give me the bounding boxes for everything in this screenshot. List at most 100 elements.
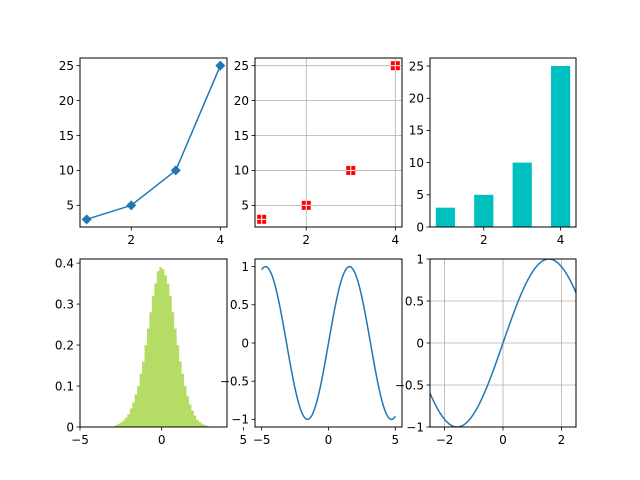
histogram-bar [146, 328, 150, 427]
histogram-bar [122, 420, 126, 427]
x-tick-label: 4 [557, 233, 565, 247]
histogram-bar [169, 295, 172, 427]
x-tick-label: −5 [71, 433, 89, 447]
histogram-bar [120, 422, 123, 427]
y-tick-label: 0.2 [55, 338, 74, 352]
y-tick-label: 0.5 [405, 294, 424, 308]
y-tick-label: 20 [409, 92, 424, 106]
histogram-bar [129, 408, 133, 427]
sine-line [261, 265, 396, 421]
y-tick-label: 5 [416, 188, 424, 202]
histogram-bar [198, 422, 202, 427]
plot-marks [115, 267, 209, 427]
sine-curve-zoomed: −2 0 2 −1 −0.5 0 0.5 1 [395, 252, 577, 447]
x-tick-label: 2 [558, 433, 566, 447]
y-tick-label: 0.3 [55, 297, 74, 311]
histogram-bar [151, 295, 155, 427]
data-point-diamond [81, 214, 92, 225]
x-tick-label: 0 [158, 433, 166, 447]
scatter-plot-square: 2 4 5 10 15 20 25 [234, 57, 403, 247]
x-tick-label: 0 [499, 433, 507, 447]
histogram-bar [144, 345, 148, 427]
bar-chart: 2 4 0 5 10 15 20 25 [409, 57, 577, 247]
y-tick-label: 10 [234, 164, 249, 178]
histogram-bar [164, 275, 167, 427]
histogram-bar [178, 361, 182, 427]
y-tick-label: 20 [59, 94, 74, 108]
y-tick-label: 15 [234, 129, 249, 143]
y-tick-label: 1 [241, 260, 249, 274]
histogram-bar [115, 424, 118, 427]
plot-marks [435, 66, 571, 227]
y-tick-label: 25 [234, 59, 249, 73]
bar [551, 66, 571, 227]
y-tick-label: 0 [416, 220, 424, 234]
plot-marks [261, 265, 396, 421]
y-tick-label: −0.5 [220, 374, 249, 388]
histogram-bar [188, 404, 192, 427]
y-tick-label: 5 [66, 199, 74, 213]
y-tick-label: 25 [59, 59, 74, 73]
histogram-bar [181, 373, 185, 427]
y-tick-label: 15 [59, 129, 74, 143]
plot-marks [257, 61, 400, 224]
histogram-bar [156, 271, 160, 427]
histogram-bar [166, 283, 170, 427]
sine-curve: −5 0 5 −1 −0.5 0 0.5 1 [220, 258, 403, 447]
y-tick-label: −1 [406, 420, 424, 434]
y-tick-label: 0.5 [230, 298, 249, 312]
histogram-bar [139, 373, 143, 427]
sine-line [430, 259, 576, 427]
y-tick-label: 15 [409, 124, 424, 138]
plot-marks [430, 259, 576, 427]
histogram-bar [205, 425, 209, 427]
histogram-bar [127, 414, 131, 427]
histogram-bar [173, 328, 177, 427]
data-point-diamond [126, 200, 137, 211]
x-tick-label: −2 [436, 433, 454, 447]
axes-frame [79, 258, 228, 428]
axes-frame [254, 57, 403, 228]
histogram-bar [137, 386, 140, 427]
plot-marks [81, 60, 226, 225]
histogram-bar [176, 345, 180, 427]
axes-frame [79, 57, 228, 228]
y-tick-label: 0.4 [55, 256, 74, 270]
x-tick-label: 5 [240, 433, 248, 447]
histogram-bar [161, 269, 165, 427]
y-tick-label: −0.5 [395, 378, 424, 392]
x-tick-label: 5 [391, 433, 399, 447]
x-tick-label: 0 [325, 433, 333, 447]
y-tick-label: 5 [241, 199, 249, 213]
histogram-bar [132, 402, 136, 427]
bar [512, 162, 532, 227]
x-tick-label: 2 [302, 233, 310, 247]
series-line [86, 65, 222, 221]
y-tick-label: 25 [409, 59, 424, 73]
histogram-bar [193, 415, 197, 427]
histogram-bar [154, 283, 158, 427]
bar [435, 207, 455, 227]
y-tick-label: 10 [59, 164, 74, 178]
x-tick-label: 2 [480, 233, 488, 247]
y-tick-label: 20 [234, 94, 249, 108]
histogram-bar [183, 386, 187, 427]
histogram: −5 0 500.10.20.30.4 [55, 256, 247, 447]
x-tick-label: −5 [253, 433, 271, 447]
y-tick-label: 0 [66, 420, 74, 434]
histogram-bar [142, 361, 145, 427]
data-point-diamond [170, 165, 181, 176]
histogram-bar [134, 394, 138, 427]
histogram-bar [117, 423, 121, 427]
y-tick-label: 0 [416, 336, 424, 350]
y-tick-label: 0.1 [55, 379, 74, 393]
histogram-bar [191, 410, 194, 427]
line-plot-diamond: 2 4 5 10 15 20 25 [59, 57, 228, 247]
histogram-bar [159, 267, 162, 427]
histogram-bar [200, 423, 204, 427]
y-tick-label: 0 [241, 336, 249, 350]
histogram-bar [203, 424, 207, 427]
x-tick-label: 4 [391, 233, 399, 247]
x-tick-label: 4 [216, 233, 224, 247]
